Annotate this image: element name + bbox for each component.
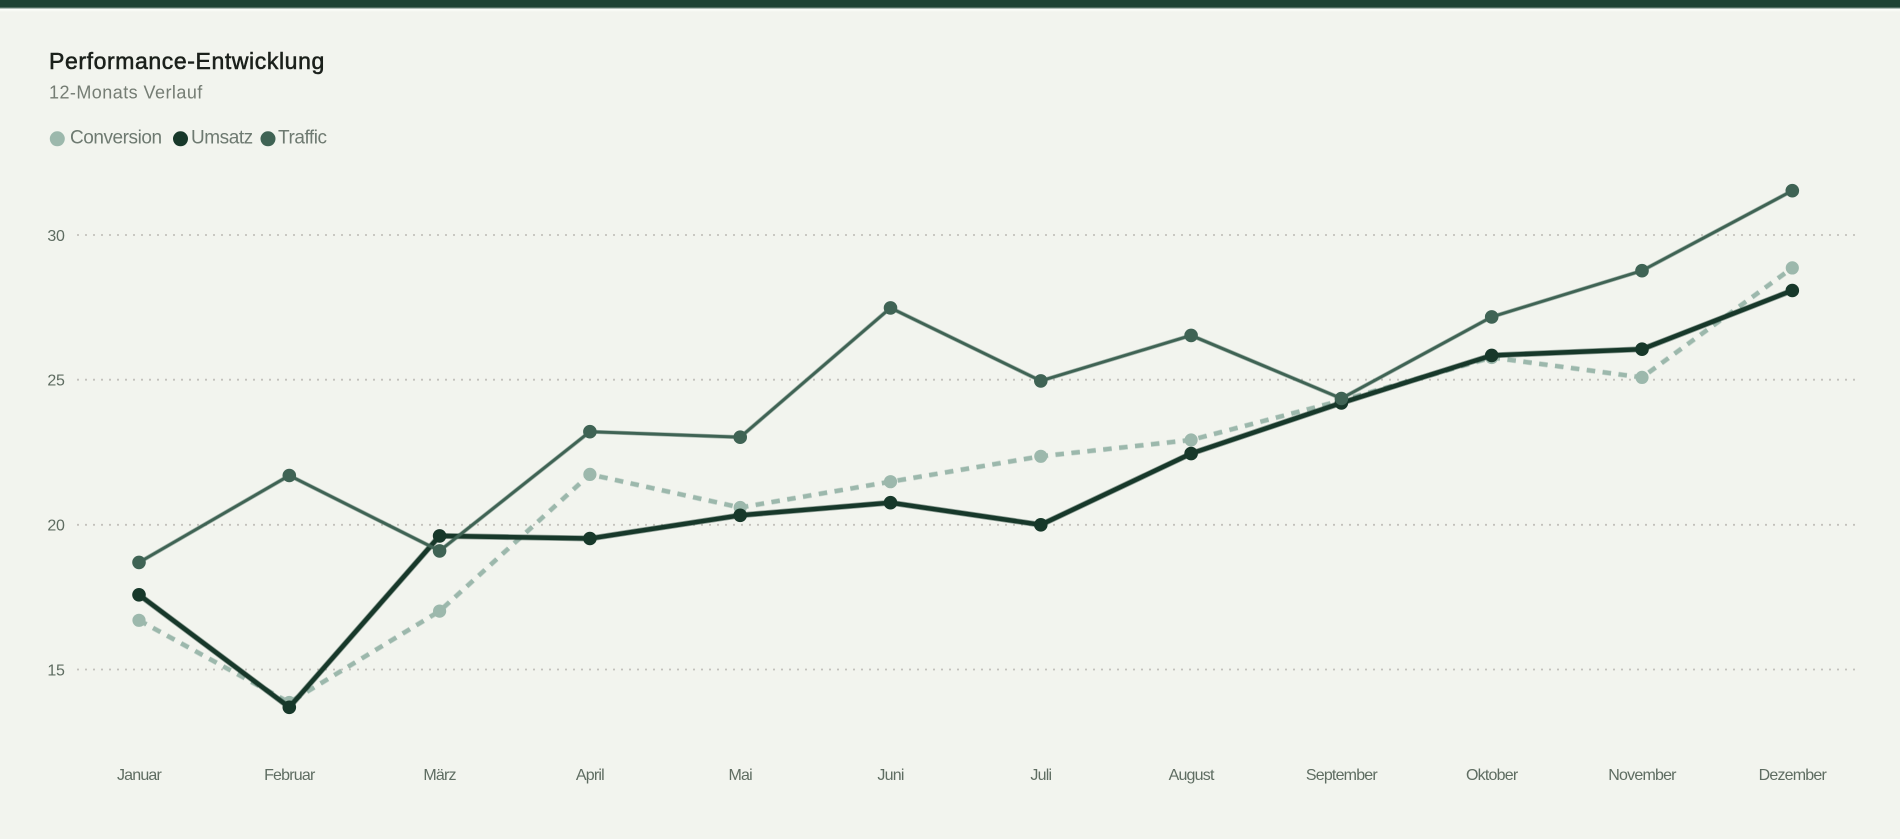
svg-text:August: August [1169, 767, 1215, 784]
svg-text:September: September [1306, 767, 1379, 784]
svg-text:Juli: Juli [1030, 767, 1051, 784]
svg-text:Mai: Mai [729, 767, 753, 784]
svg-text:Februar: Februar [264, 767, 316, 784]
svg-text:Conversion: Conversion [70, 128, 162, 149]
svg-text:Traffic: Traffic [278, 128, 327, 149]
svg-text:November: November [1608, 767, 1677, 784]
svg-text:25: 25 [47, 373, 65, 390]
svg-text:Januar: Januar [117, 767, 163, 784]
svg-text:Performance-Entwicklung: Performance-Entwicklung [49, 48, 325, 74]
svg-text:Dezember: Dezember [1759, 767, 1828, 784]
svg-text:20: 20 [47, 518, 65, 535]
svg-text:30: 30 [47, 228, 65, 245]
svg-text:März: März [423, 767, 456, 784]
svg-text:15: 15 [47, 662, 65, 679]
svg-text:Oktober: Oktober [1466, 767, 1519, 784]
svg-text:April: April [576, 767, 604, 784]
svg-text:12-Monats Verlauf: 12-Monats Verlauf [49, 82, 203, 102]
svg-text:Umsatz: Umsatz [191, 128, 253, 149]
svg-text:Juni: Juni [877, 767, 903, 784]
